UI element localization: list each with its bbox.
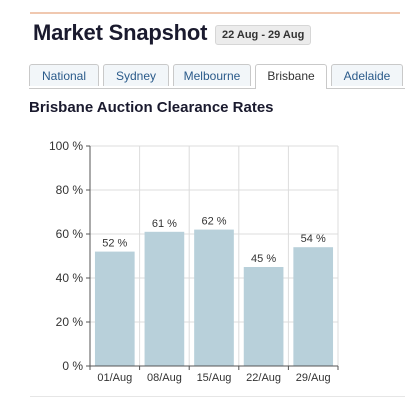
x-tick-label: 08/Aug	[147, 372, 182, 384]
top-divider	[30, 12, 400, 14]
data-label: 54 %	[301, 233, 326, 245]
city-tabs: National Sydney Melbourne Brisbane Adela…	[29, 64, 405, 89]
y-tick-label: 60 %	[56, 227, 84, 241]
x-tick-label: 29/Aug	[296, 372, 331, 384]
data-label: 45 %	[251, 253, 276, 265]
header: Market Snapshot 22 Aug - 29 Aug	[33, 20, 403, 52]
bottom-divider	[30, 396, 405, 397]
y-tick-label: 80 %	[56, 183, 84, 197]
bar	[293, 247, 334, 366]
data-label: 52 %	[102, 238, 127, 250]
data-label: 62 %	[201, 216, 226, 228]
page-title: Market Snapshot	[33, 20, 208, 45]
y-tick-label: 0 %	[62, 359, 83, 373]
bar	[194, 229, 234, 366]
date-range-badge: 22 Aug - 29 Aug	[215, 25, 312, 45]
tab-melbourne[interactable]: Melbourne	[173, 64, 251, 86]
tab-sydney[interactable]: Sydney	[103, 64, 169, 86]
tab-national[interactable]: National	[29, 64, 99, 86]
bar	[144, 231, 185, 366]
data-label: 61 %	[152, 218, 177, 230]
x-tick-label: 22/Aug	[246, 372, 281, 384]
tab-brisbane[interactable]: Brisbane	[255, 64, 327, 89]
bar	[94, 251, 135, 366]
y-tick-label: 100 %	[49, 139, 83, 153]
tab-adelaide[interactable]: Adelaide	[331, 64, 403, 86]
y-tick-label: 40 %	[56, 271, 84, 285]
x-tick-label: 01/Aug	[97, 372, 132, 384]
x-tick-label: 15/Aug	[197, 372, 232, 384]
section-title: Brisbane Auction Clearance Rates	[29, 99, 274, 116]
y-tick-label: 20 %	[56, 315, 84, 329]
clearance-rate-chart: 52 % 01/Aug 61 % 08/Aug 62 % 15/Aug 45 % 22/Aug…	[49, 139, 339, 384]
bar	[243, 267, 284, 366]
